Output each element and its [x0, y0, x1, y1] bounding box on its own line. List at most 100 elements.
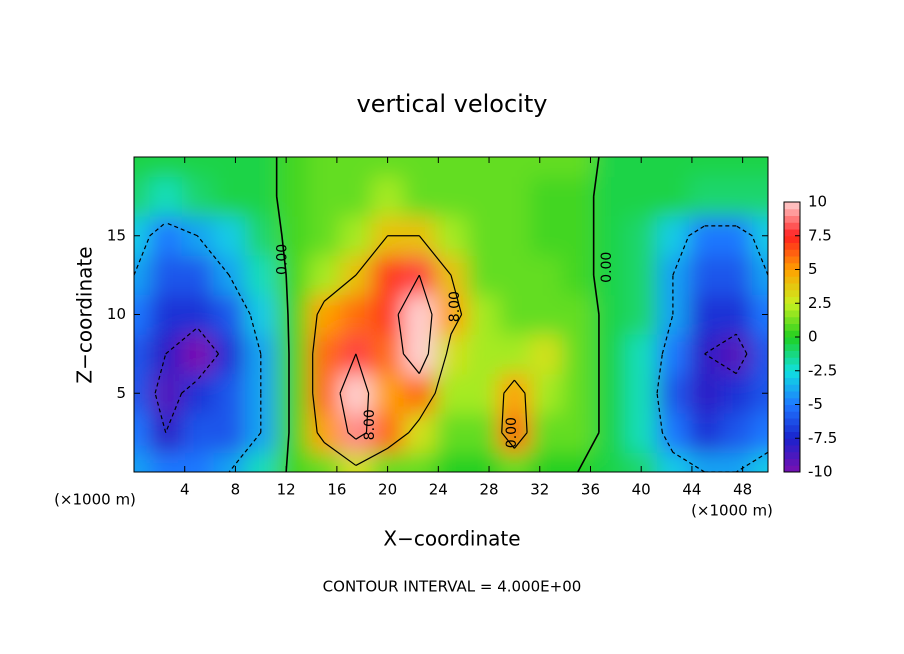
- field-cell: [688, 412, 721, 453]
- colorbar-segment: [784, 424, 800, 432]
- y-tick-label: 5: [116, 384, 126, 402]
- field-cell: [498, 334, 531, 375]
- field-cell: [371, 452, 404, 472]
- field-cell: [593, 452, 626, 472]
- field-cell: [530, 452, 563, 472]
- field-cell: [657, 334, 690, 375]
- field-cell: [752, 157, 768, 178]
- x-tick-label: 16: [327, 481, 346, 499]
- field-cell: [149, 373, 183, 414]
- field-cell: [530, 176, 563, 217]
- colorbar-segment: [784, 249, 800, 257]
- field-cell: [657, 157, 690, 178]
- colorbar-segment: [784, 397, 800, 405]
- field-cell: [244, 452, 278, 472]
- colorbar-segment: [784, 404, 800, 412]
- field-cell: [625, 452, 658, 472]
- field-cell: [308, 216, 341, 256]
- field-cell: [244, 334, 278, 375]
- field-cell: [593, 216, 626, 256]
- field-cell: [244, 176, 278, 217]
- colorbar-label: 5: [808, 260, 818, 278]
- x-tick-label: 32: [530, 481, 549, 499]
- colorbar-label: 0: [808, 328, 818, 346]
- x-axis-label: X−coordinate: [383, 527, 520, 551]
- colorbar-segment: [784, 303, 800, 311]
- field-cell: [134, 334, 151, 375]
- field-cell: [561, 255, 595, 296]
- field-cell: [625, 334, 658, 375]
- field-cell: [244, 157, 278, 178]
- field-cell: [340, 294, 373, 335]
- field-cell: [340, 176, 373, 217]
- field-cell: [276, 176, 309, 217]
- field-cell: [498, 412, 531, 453]
- colorbar-segment: [784, 215, 800, 223]
- field-cell: [308, 412, 341, 453]
- y-tick-label: 15: [107, 226, 126, 244]
- field-cell: [308, 255, 341, 296]
- field-cell: [149, 452, 183, 472]
- field-cell: [752, 373, 768, 414]
- field-cells: [134, 157, 768, 472]
- colorbar-segment: [784, 384, 800, 392]
- colorbar-segment: [784, 262, 800, 270]
- field-cell: [593, 176, 626, 217]
- colorbar-label: 10: [808, 193, 827, 211]
- field-cell: [752, 452, 768, 472]
- field-cell: [134, 294, 151, 335]
- x-tick-label: 20: [378, 481, 397, 499]
- field-cell: [752, 176, 768, 217]
- field-cell: [561, 373, 595, 414]
- field-cell: [181, 334, 214, 375]
- field-cell: [530, 216, 563, 256]
- colorbar-segment: [784, 451, 800, 459]
- y-unit: (×1000 m): [54, 491, 136, 509]
- contour-line: [339, 274, 433, 440]
- field-cell: [720, 373, 753, 414]
- colorbar-segment: [784, 411, 800, 419]
- colorbar-segment: [784, 458, 800, 466]
- field-cell: [625, 412, 658, 453]
- x-tick-label: 12: [277, 481, 296, 499]
- field-cell: [530, 373, 563, 414]
- field-cell: [213, 176, 246, 217]
- colorbar-segment: [784, 310, 800, 318]
- field-cell: [276, 412, 309, 453]
- colorbar-segment: [784, 256, 800, 264]
- field-cell: [720, 294, 753, 335]
- field-cell: [466, 216, 500, 256]
- field-cell: [371, 157, 404, 178]
- field-cell: [720, 452, 753, 472]
- field-cell: [276, 294, 309, 335]
- colorbar-segment: [784, 242, 800, 250]
- field-cell: [403, 452, 436, 472]
- field-cell: [181, 412, 214, 453]
- field-cell: [403, 373, 436, 414]
- colorbar-segment: [784, 283, 800, 291]
- contour-label: 0.00: [599, 252, 615, 283]
- field-cell: [688, 216, 721, 256]
- field-cell: [561, 157, 595, 178]
- field-cell: [149, 216, 183, 256]
- field-cell: [276, 157, 309, 178]
- field-cell: [720, 216, 753, 256]
- field-cell: [435, 412, 468, 453]
- field-cell: [561, 412, 595, 453]
- colorbar-segment: [784, 202, 800, 210]
- field-cell: [149, 176, 183, 217]
- colorbar-segment: [784, 418, 800, 426]
- contour-label: 8.00: [447, 291, 463, 322]
- y-tick-label: 10: [107, 305, 126, 323]
- field-cell: [530, 334, 563, 375]
- colorbar-label: 2.5: [808, 294, 832, 312]
- field-cell: [657, 373, 690, 414]
- field-cell: [371, 334, 404, 375]
- field-cell: [466, 452, 500, 472]
- field-cell: [498, 294, 531, 335]
- contours: [134, 157, 768, 472]
- field-cell: [149, 412, 183, 453]
- field-cell: [530, 255, 563, 296]
- field-cell: [244, 216, 278, 256]
